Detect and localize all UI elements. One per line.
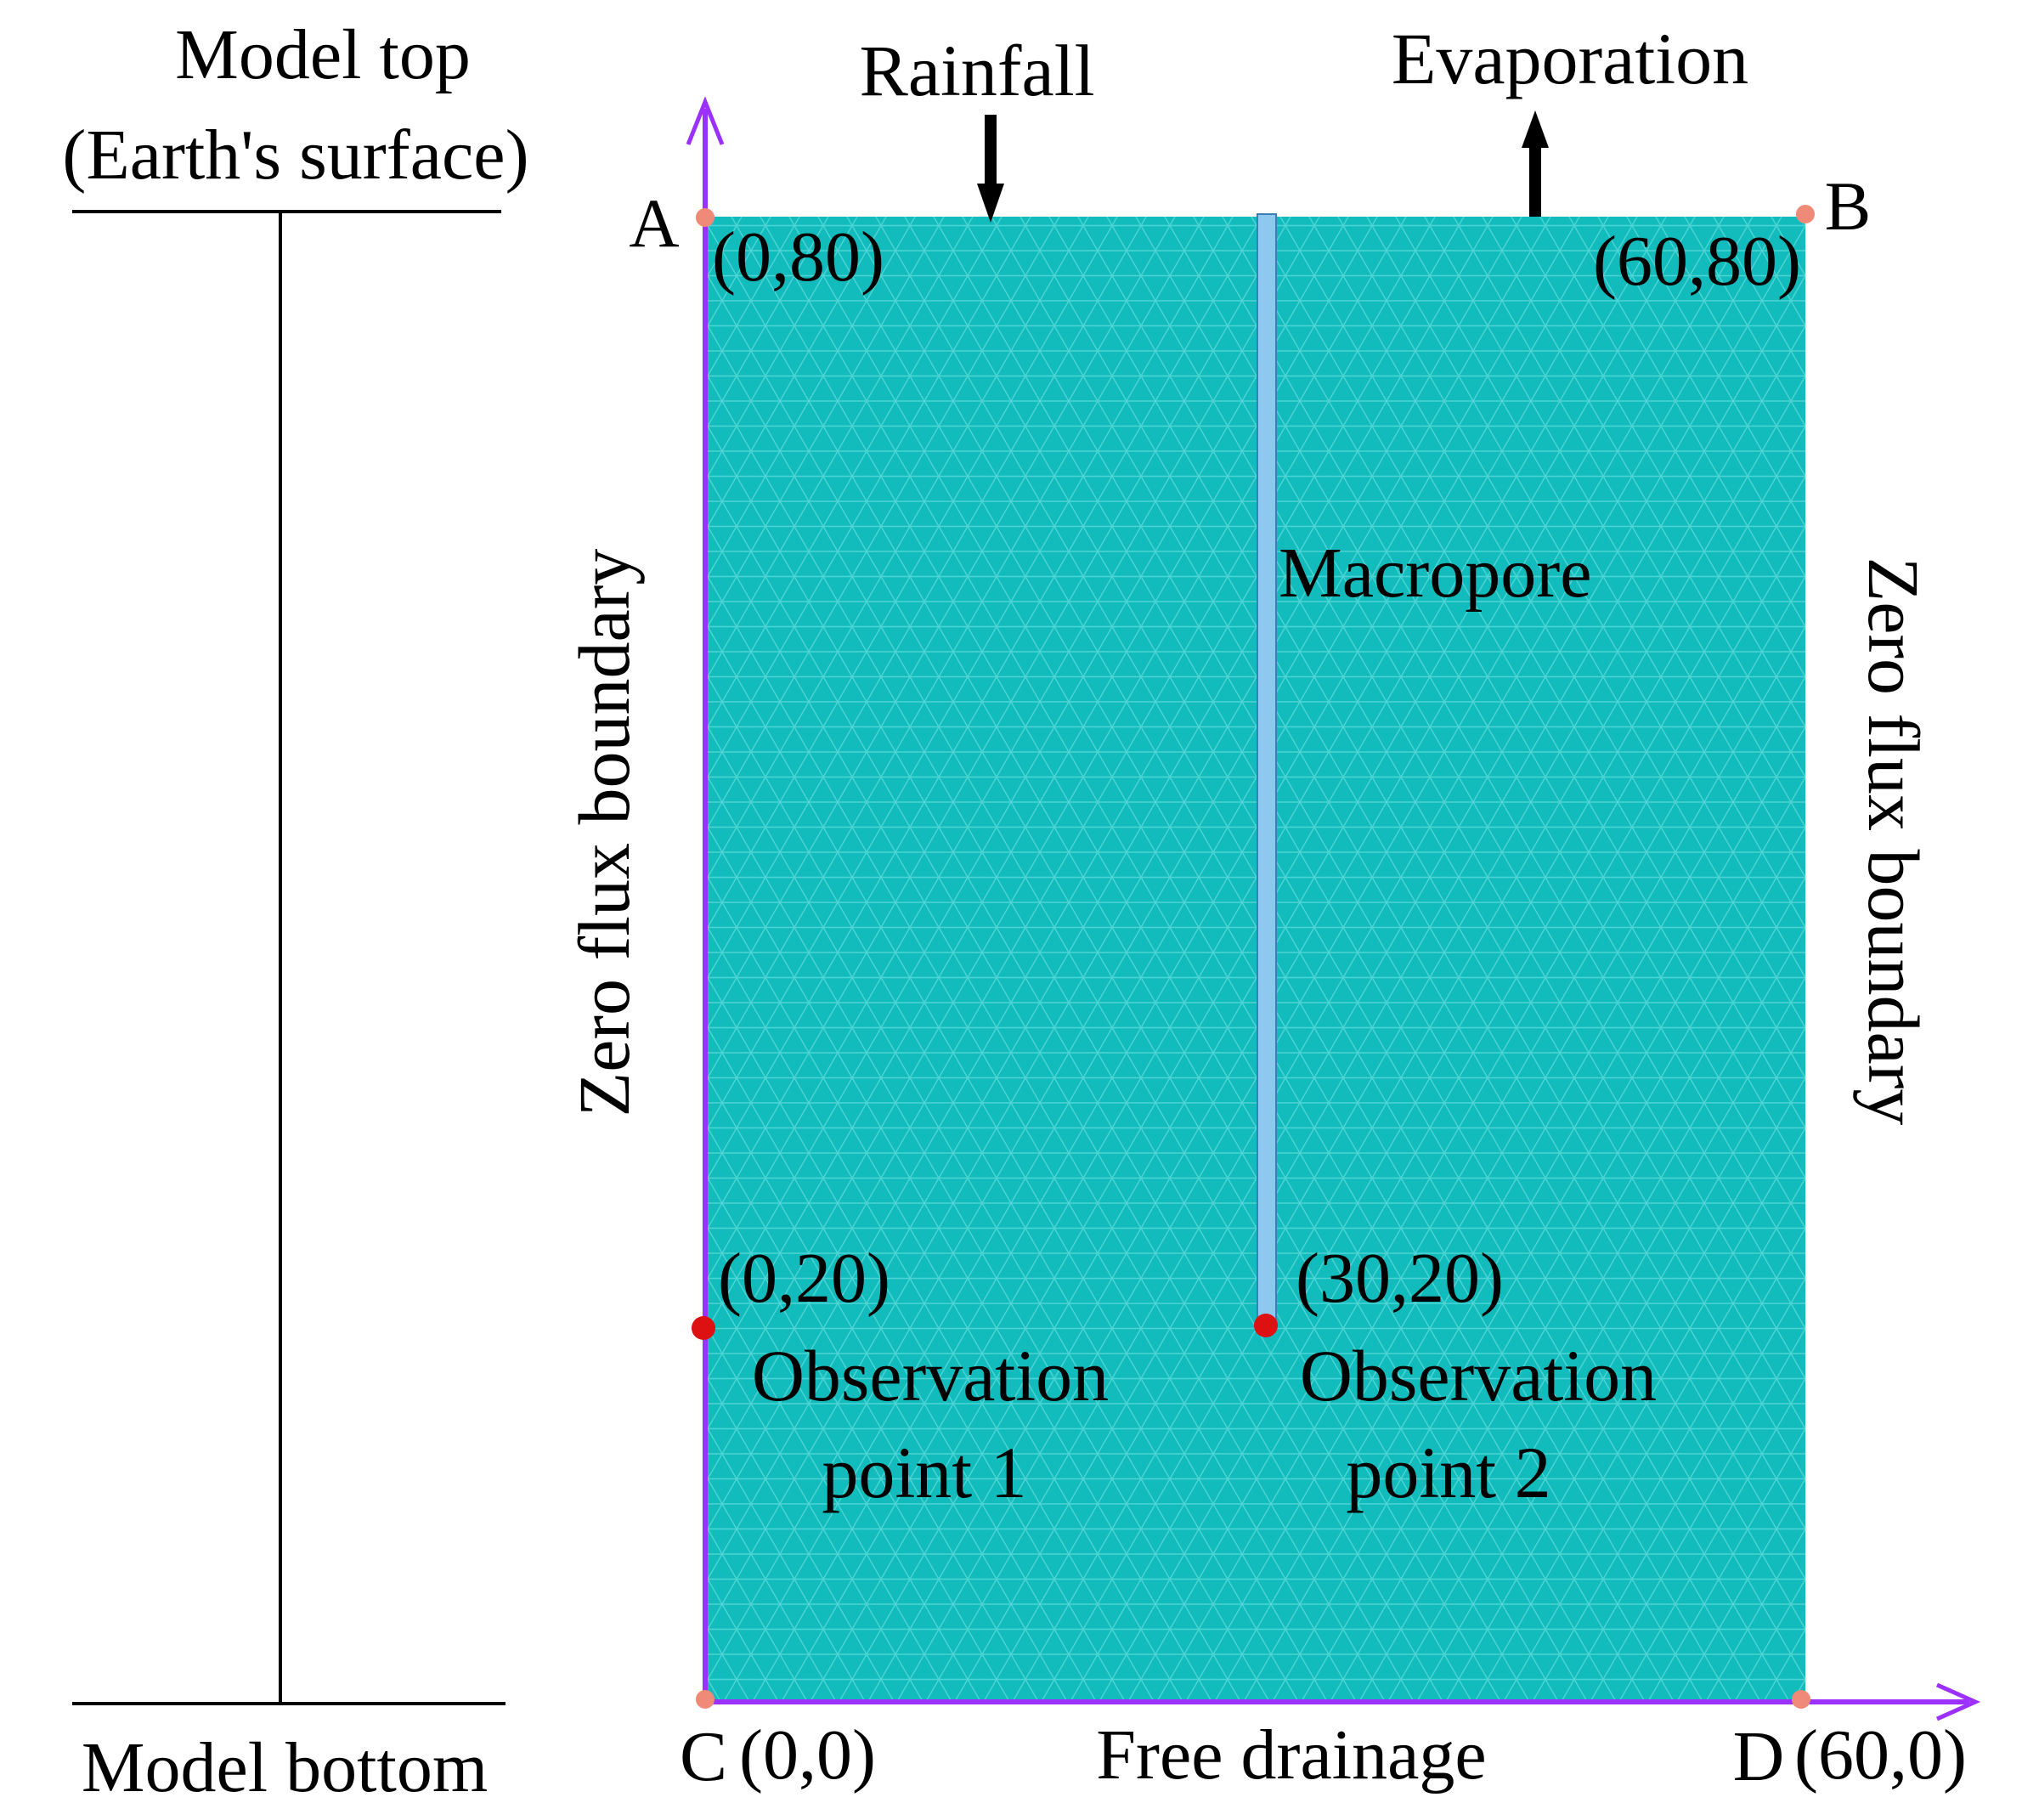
rainfall-arrowhead-icon xyxy=(977,184,1004,223)
evaporation-arrowhead-icon xyxy=(1522,110,1549,148)
observation-point-1-coord: (0,20) xyxy=(718,1239,890,1318)
model-top-label: Model top xyxy=(175,15,471,94)
rainfall-marker: Rainfall xyxy=(859,30,1095,223)
corner-c-letter: C xyxy=(680,1717,727,1796)
y-axis-arrowhead xyxy=(686,96,725,145)
evaporation-marker: Evaporation xyxy=(1392,18,1748,217)
observation-point-1-dot xyxy=(692,1316,715,1340)
corner-d-dot xyxy=(1792,1690,1810,1709)
evaporation-label: Evaporation xyxy=(1392,18,1748,99)
corner-b: B (60,80) xyxy=(1593,167,1871,301)
corner-d: D (60,0) xyxy=(1733,1690,1967,1796)
axes xyxy=(686,96,1981,1721)
observation-point-2-coord: (30,20) xyxy=(1296,1239,1504,1318)
corner-a-dot xyxy=(696,208,714,227)
corner-c-dot xyxy=(696,1690,714,1709)
observation-point-1-name-line1: Observation xyxy=(752,1335,1109,1416)
observation-point-1: (0,20) Observation point 1 xyxy=(692,1239,1109,1513)
macropore-label: Macropore xyxy=(1279,534,1591,613)
corner-c-coord: (0,0) xyxy=(739,1715,876,1795)
x-axis-arrowhead xyxy=(1935,1682,1981,1721)
corner-a-letter: A xyxy=(629,184,679,262)
depth-scale: Model top (Earth's surface) Model bottom xyxy=(62,15,528,1807)
observation-point-2-name-line2: point 2 xyxy=(1346,1432,1550,1513)
corner-c: C (0,0) xyxy=(680,1690,876,1796)
soil-domain-mesh xyxy=(705,217,1805,1702)
rainfall-label: Rainfall xyxy=(859,30,1094,111)
corner-b-dot xyxy=(1796,205,1815,223)
observation-point-1-name-line2: point 1 xyxy=(822,1432,1026,1513)
earth-surface-label: (Earth's surface) xyxy=(62,116,528,195)
model-bottom-label: Model bottom xyxy=(82,1728,488,1807)
corner-d-letter: D xyxy=(1733,1717,1785,1796)
corner-b-letter: B xyxy=(1825,167,1872,245)
observation-point-2-dot xyxy=(1254,1314,1278,1337)
right-boundary-label: Zero flux boundary xyxy=(1853,557,1934,1126)
macropore xyxy=(1257,213,1277,1328)
corner-d-coord: (60,0) xyxy=(1794,1715,1967,1795)
left-boundary-label: Zero flux boundary xyxy=(563,549,645,1117)
bottom-boundary-label: Free drainage xyxy=(1096,1715,1486,1795)
corner-a: A (0,80) xyxy=(629,184,884,297)
corner-b-coord: (60,80) xyxy=(1593,222,1801,301)
corner-a-coord: (0,80) xyxy=(712,218,884,297)
observation-point-2-name-line1: Observation xyxy=(1300,1335,1657,1416)
observation-point-2: (30,20) Observation point 2 xyxy=(1254,1239,1657,1513)
